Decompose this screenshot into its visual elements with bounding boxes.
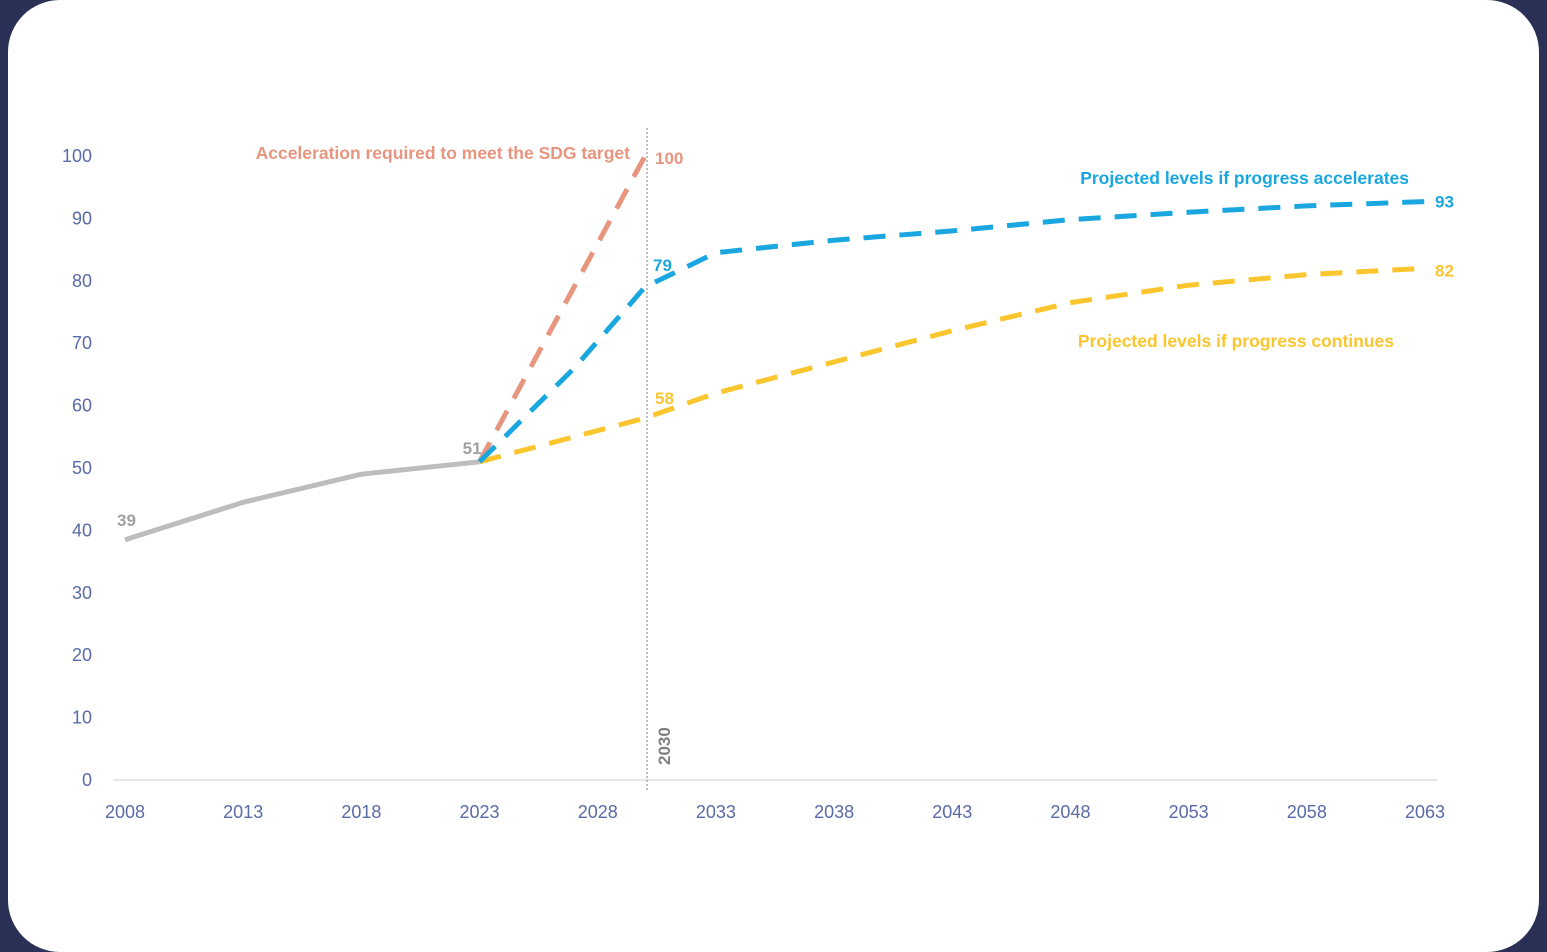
x-tick-label: 2038 (814, 802, 854, 822)
y-tick-label: 70 (72, 333, 92, 353)
point-label-historical: 51 (463, 439, 482, 458)
x-tick-label: 2008 (105, 802, 145, 822)
x-tick-label: 2028 (578, 802, 618, 822)
point-label-continues: 82 (1435, 261, 1454, 280)
x-axis-tick-labels: 2008 2013 2018 2023 2028 2033 2038 2043 2048 2053… (105, 802, 1445, 822)
y-tick-label: 30 (72, 583, 92, 603)
x-tick-label: 2033 (696, 802, 736, 822)
y-tick-label: 20 (72, 645, 92, 665)
annotation-continues: Projected levels if progress continues (1078, 331, 1394, 351)
y-axis-tick-labels: 0 10 20 30 40 50 60 70 80 90 100 (62, 146, 92, 790)
y-tick-label: 0 (82, 770, 92, 790)
series-line-historical (125, 462, 480, 540)
y-tick-label: 60 (72, 396, 92, 416)
y-tick-label: 100 (62, 146, 92, 166)
point-label-continues: 58 (655, 389, 674, 408)
vertical-marker-2030: 2030 (647, 128, 674, 790)
series-line-sdg (480, 156, 646, 462)
y-tick-label: 40 (72, 520, 92, 540)
point-label-accelerates: 93 (1435, 193, 1454, 212)
annotation-accelerates: Projected levels if progress accelerates (1080, 168, 1409, 188)
x-tick-label: 2048 (1050, 802, 1090, 822)
y-tick-label: 50 (72, 458, 92, 478)
x-tick-label: 2013 (223, 802, 263, 822)
series-annotations: Acceleration required to meet the SDG ta… (256, 143, 1410, 351)
point-label-historical: 39 (117, 511, 136, 530)
point-label-sdg: 100 (655, 149, 683, 168)
x-tick-label: 2043 (932, 802, 972, 822)
point-label-accelerates: 79 (653, 256, 672, 275)
x-tick-label: 2053 (1169, 802, 1209, 822)
annotation-sdg: Acceleration required to meet the SDG ta… (256, 143, 631, 163)
marker-label: 2030 (655, 727, 674, 765)
x-tick-label: 2058 (1287, 802, 1327, 822)
x-tick-label: 2063 (1405, 802, 1445, 822)
x-tick-label: 2023 (460, 802, 500, 822)
series-line-continues (480, 268, 1426, 462)
y-tick-label: 90 (72, 208, 92, 228)
x-tick-label: 2018 (341, 802, 381, 822)
y-tick-label: 10 (72, 708, 92, 728)
y-tick-label: 80 (72, 271, 92, 291)
